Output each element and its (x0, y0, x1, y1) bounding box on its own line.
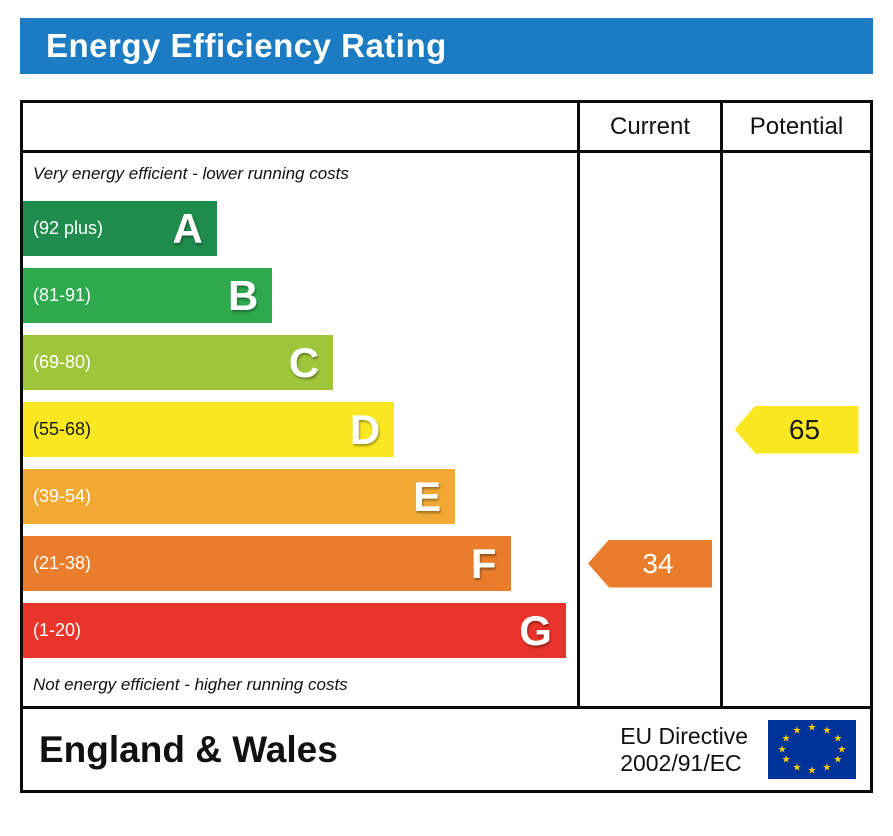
band-f-bar: (21-38) F (23, 536, 511, 591)
potential-arrow: 65 (734, 405, 859, 454)
bottom-note: Not energy efficient - higher running co… (33, 675, 348, 694)
band-d-range: (55-68) (33, 419, 92, 439)
band-d-letter: D (349, 405, 381, 453)
header-spacer (23, 103, 577, 153)
eu-flag-icon: ★ ★ ★ ★ ★ ★ ★ ★ ★ ★ ★ ★ (768, 720, 856, 779)
band-b-letter: B (227, 271, 259, 319)
band-c-letter: C (288, 338, 320, 386)
eu-directive-label: EU Directive 2002/91/EC (620, 723, 748, 776)
band-g-letter: G (519, 606, 552, 654)
band-g-bar: (1-20) G (23, 603, 566, 658)
energy-rating-title-bar: Energy Efficiency Rating (20, 18, 873, 74)
potential-column-header: Potential (720, 103, 870, 153)
band-e-bar: (39-54) E (23, 469, 456, 524)
table-footer: England & Wales EU Directive 2002/91/EC … (23, 706, 870, 790)
band-a-bar: (92 plus) A (23, 201, 217, 256)
band-e-range: (39-54) (33, 486, 92, 506)
band-f-letter: F (470, 539, 497, 587)
band-a-letter: A (172, 204, 203, 252)
region-label: England & Wales (39, 728, 338, 770)
band-a-range: (92 plus) (33, 218, 104, 238)
band-f-range: (21-38) (33, 553, 92, 573)
current-arrow: 34 (588, 539, 712, 588)
band-b-range: (81-91) (33, 285, 92, 305)
top-note: Very energy efficient - lower running co… (33, 164, 349, 183)
page-title: Energy Efficiency Rating (46, 27, 447, 64)
band-b-bar: (81-91) B (23, 268, 273, 323)
energy-rating-table: Current Potential Very energy efficient … (20, 100, 873, 793)
band-g-range: (1-20) (33, 620, 82, 640)
current-column-header: Current (577, 103, 720, 153)
band-d-bar: (55-68) D (23, 402, 395, 457)
band-e-letter: E (413, 472, 442, 520)
band-c-bar: (69-80) C (23, 335, 334, 390)
band-c-range: (69-80) (33, 352, 92, 372)
